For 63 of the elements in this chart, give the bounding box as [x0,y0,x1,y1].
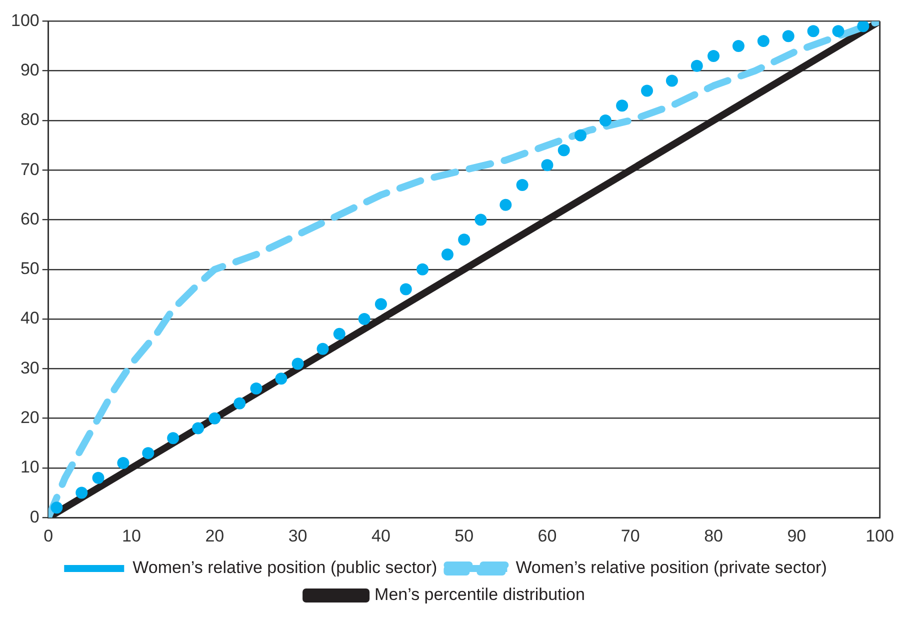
point [516,179,528,192]
y-tick-label: 20 [20,408,40,428]
point [441,248,454,261]
point [50,502,63,514]
point [234,397,246,410]
point [374,298,387,310]
point [666,74,678,87]
x-tick-label: 30 [288,526,308,546]
point [333,328,346,340]
point [192,422,204,434]
point [76,486,88,499]
legend-label: Women’s relative position (private sector) [516,558,827,578]
point [807,25,820,38]
point [732,40,744,52]
x-tick-label: 90 [787,526,806,546]
point [208,412,221,424]
point [500,198,512,211]
y-tick-label: 50 [20,259,40,278]
x-tick-label: 40 [371,526,390,546]
point [458,234,470,246]
y-tick-label: 30 [20,358,40,378]
point [400,283,412,296]
y-tick-label: 60 [20,209,40,228]
x-tick-label: 70 [620,526,640,546]
point [250,382,262,395]
point [690,60,703,72]
y-tick-label: 80 [20,110,40,130]
y-tick-label: 0 [30,507,40,526]
y-tick-label: 90 [20,60,40,80]
x-tick-label: 10 [122,526,141,546]
point [857,21,870,32]
y-tick-label: 70 [20,160,40,179]
point [117,456,130,469]
y-tick-label: 100 [10,10,40,30]
point [599,114,612,126]
point [641,84,654,97]
point [558,144,570,156]
point [316,342,329,355]
point [292,358,304,370]
point [474,214,487,226]
point [541,159,554,172]
x-tick-label: 50 [454,526,474,546]
point [358,313,370,326]
x-tick-label: 20 [205,526,224,546]
y-tick-label: 40 [20,308,40,328]
point [708,50,720,62]
x-tick-label: 60 [538,526,557,546]
point [574,129,586,142]
x-tick-label: 100 [866,526,894,546]
point [167,432,180,444]
x-tick-label: 0 [44,526,54,546]
point [832,25,844,38]
y-tick-label: 10 [20,458,40,477]
point [616,100,628,112]
point [92,472,104,484]
point [416,263,429,276]
point [782,30,794,42]
point [142,447,154,460]
legend-label: Men’s percentile distribution [374,585,585,604]
point [275,372,288,385]
point [757,35,770,48]
legend-label: Women’s relative position (public sector) [132,558,438,578]
x-tick-label: 80 [704,526,723,546]
